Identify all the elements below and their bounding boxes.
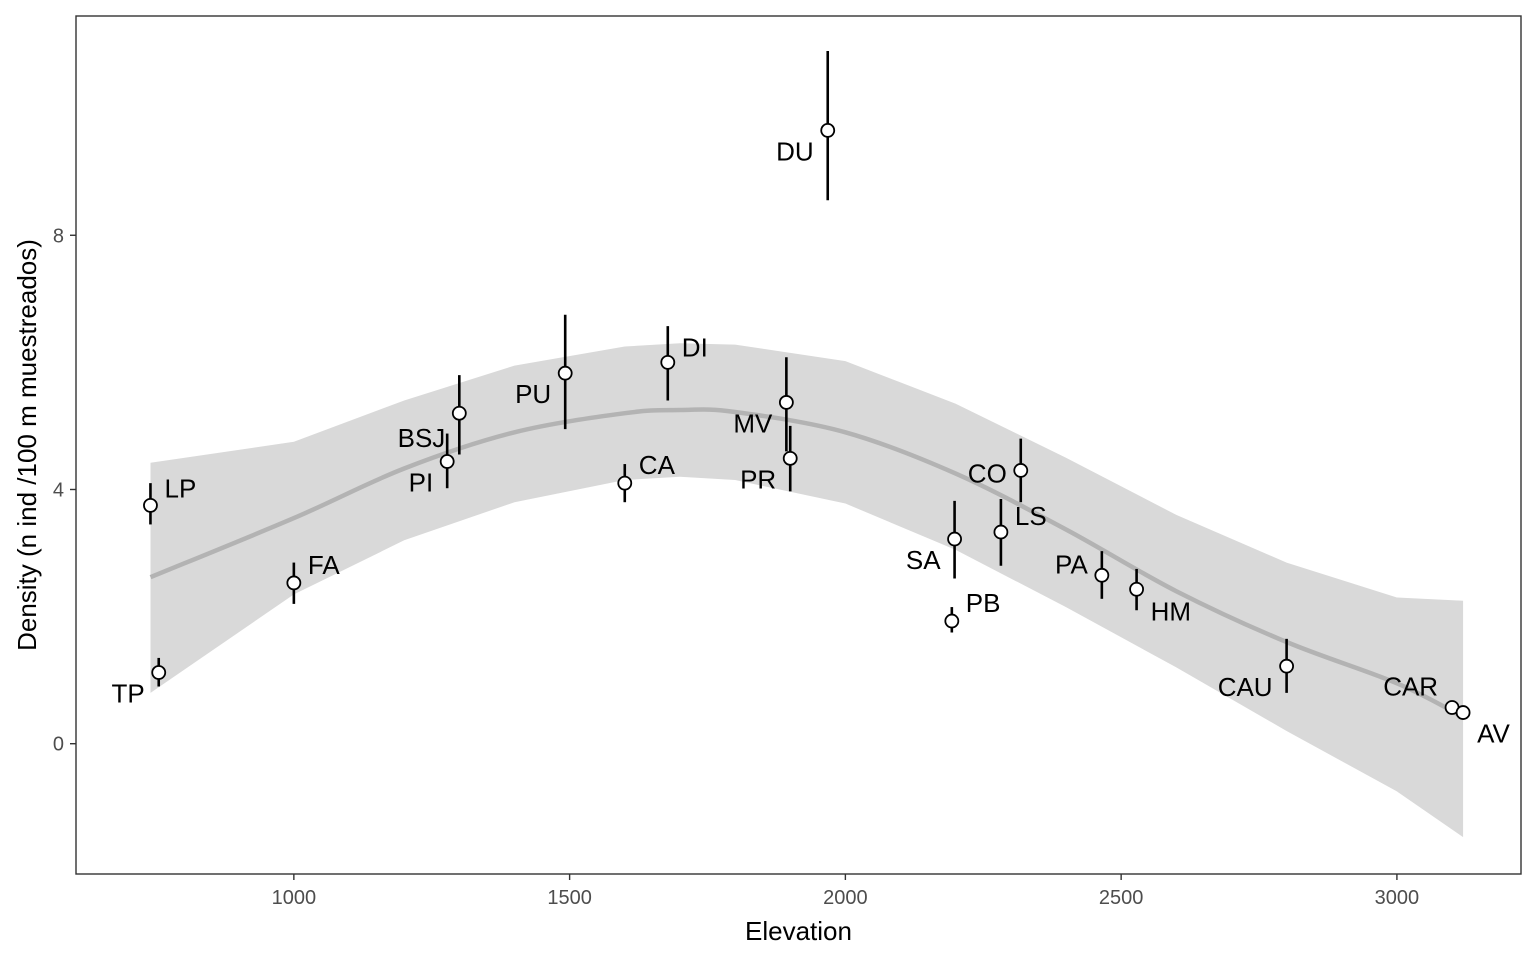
point-layer: [143, 122, 1471, 720]
point-label: PU: [515, 379, 551, 409]
x-tick-label: 1000: [272, 887, 317, 909]
data-point: [820, 122, 836, 138]
x-tick-label: 2000: [823, 887, 868, 909]
data-point: [557, 365, 573, 381]
data-point: [1455, 705, 1471, 720]
data-point: [286, 575, 302, 591]
point-label: MV: [733, 408, 773, 438]
point-label: CAR: [1383, 672, 1438, 702]
confidence-band-layer: [150, 343, 1464, 838]
point-label: PB: [966, 588, 1001, 618]
data-point: [660, 354, 676, 370]
data-point: [782, 450, 798, 466]
x-axis-title: Elevation: [745, 916, 852, 946]
smooth-line-layer: [149, 407, 1465, 720]
data-point: [617, 475, 633, 491]
point-label: CO: [968, 458, 1007, 488]
data-point: [778, 395, 794, 410]
data-point: [947, 531, 962, 547]
point-label: LP: [165, 473, 197, 503]
data-point: [1013, 463, 1029, 478]
point-label: DU: [776, 136, 814, 166]
point-label: PR: [740, 464, 776, 494]
data-point: [944, 613, 960, 629]
point-label: CA: [639, 450, 676, 480]
point-label: FA: [308, 550, 340, 580]
point-label: SA: [906, 545, 941, 575]
x-tick-label: 2500: [1099, 887, 1144, 909]
panel-border: [75, 15, 1522, 875]
point-label: DI: [682, 332, 708, 362]
data-point: [143, 497, 158, 513]
point-label: BSJ: [398, 423, 446, 453]
point-label: PA: [1055, 549, 1088, 579]
point-label: AV: [1477, 719, 1510, 749]
confidence-band: [150, 343, 1464, 838]
data-point: [1279, 658, 1295, 674]
x-tick-label: 3000: [1375, 887, 1420, 909]
data-point: [1094, 567, 1110, 583]
y-axis-title: Density (n ind /100 m muestreados): [12, 239, 42, 651]
data-point: [451, 405, 467, 421]
point-label: HM: [1151, 596, 1191, 626]
y-axis: 0 4 8: [53, 225, 76, 756]
data-point: [439, 454, 455, 469]
y-tick-label: 0: [53, 734, 64, 756]
x-tick-label: 1500: [547, 887, 592, 909]
point-label: LS: [1015, 501, 1047, 531]
x-axis: 1000 1500 2000 2500 3000: [272, 874, 1420, 909]
point-label-layer: LP TP FA PI BSJ PU CA DI MV PR DU PB SA LS CO PA HM CAU CA…: [111, 136, 1510, 748]
point-label: TP: [111, 679, 144, 709]
y-tick-label: 8: [53, 225, 64, 247]
point-label: CAU: [1218, 672, 1273, 702]
data-point: [993, 524, 1009, 540]
data-point: [1129, 581, 1144, 597]
smooth-trend-line: [149, 407, 1465, 720]
y-tick-label: 4: [53, 479, 64, 501]
point-label: PI: [409, 468, 434, 498]
data-point: [151, 665, 167, 680]
